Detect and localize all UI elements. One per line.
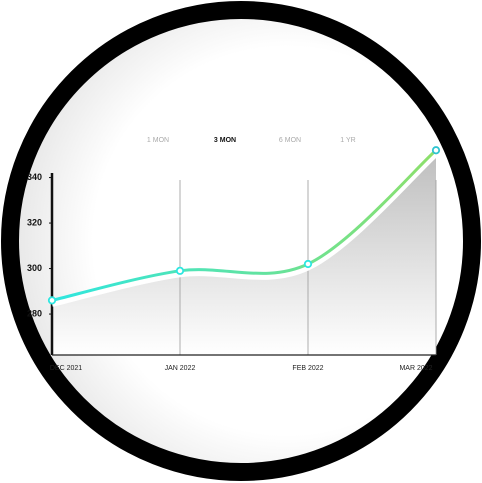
- range-tab: 3 MON: [214, 137, 236, 144]
- range-tab: 1 YR: [340, 137, 355, 144]
- range-tab: 1 MON: [147, 137, 169, 144]
- range-tab: 6 MON: [279, 137, 301, 144]
- point: [431, 146, 441, 155]
- point: [175, 266, 185, 275]
- y-tick-label: 320: [27, 217, 42, 227]
- x-tick-label: DEC 2021: [50, 365, 82, 372]
- y-tick-label: 280: [27, 308, 42, 318]
- line: [51, 149, 437, 302]
- x-tick-label: MAR 2022: [399, 365, 432, 372]
- y-tick-label: 340: [27, 172, 42, 182]
- x-tick-label: JAN 2022: [165, 365, 196, 372]
- point: [303, 259, 313, 269]
- line-highlight: [51, 150, 439, 307]
- area: [52, 150, 436, 355]
- x-tick-label: FEB 2022: [292, 365, 323, 372]
- point: [47, 296, 57, 305]
- y-tick-label: 300: [27, 263, 42, 273]
